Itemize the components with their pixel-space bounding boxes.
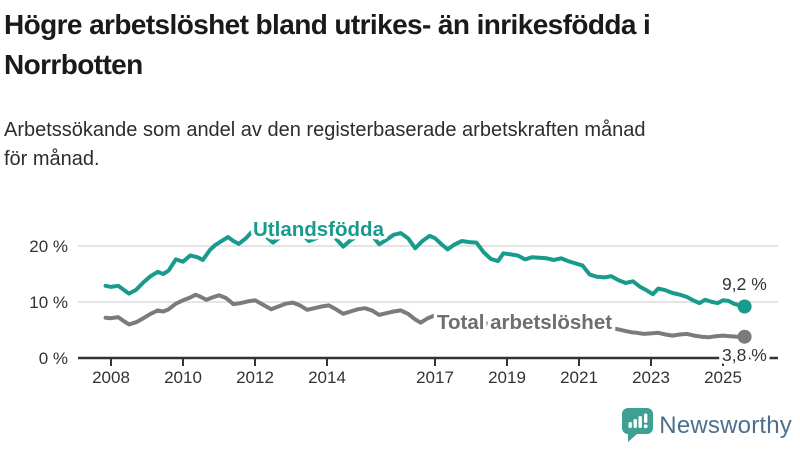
x-tick-label: 2008 bbox=[92, 368, 130, 387]
page-title-line2: Norrbotten bbox=[4, 49, 143, 80]
x-tick-label: 2025 bbox=[704, 368, 742, 387]
bar-3 bbox=[638, 416, 643, 428]
newsworthy-speech-bubble-chart-icon bbox=[622, 408, 654, 442]
line-chart: 2008 2010 2012 2014 2017 2019 2021 2023 2025 0 %… bbox=[29, 215, 778, 387]
y-axis-labels: 0 % 10 % 20 % bbox=[29, 237, 68, 368]
end-dot-utlandsfodda bbox=[737, 299, 752, 314]
series-label-total-arbetsloshet: Total arbetslöshet bbox=[437, 311, 612, 334]
chart-subtitle-line2: för månad. bbox=[4, 148, 100, 170]
page-title: Högre arbetslöshet bland utrikes- än inr… bbox=[4, 5, 651, 85]
y-tick-label: 0 % bbox=[39, 349, 68, 368]
x-tick-label: 2014 bbox=[308, 368, 346, 387]
bar-1 bbox=[628, 422, 633, 428]
end-value-label-total-arbetsloshet: 3,8 % bbox=[722, 345, 767, 365]
exclamation-dot bbox=[644, 424, 648, 429]
y-tick-label: 10 % bbox=[29, 293, 68, 312]
newsworthy-wordmark: Newsworthy bbox=[659, 411, 792, 439]
x-tick-label: 2017 bbox=[416, 368, 454, 387]
series-line-total-arbetsloshet bbox=[103, 292, 747, 340]
speech-bubble-shape bbox=[622, 408, 654, 442]
x-tick-label: 2021 bbox=[560, 368, 598, 387]
y-tick-label: 20 % bbox=[29, 237, 68, 256]
page-title-line1: Högre arbetslöshet bland utrikes- än inr… bbox=[4, 9, 651, 40]
x-tick-label: 2010 bbox=[164, 368, 202, 387]
newsworthy-logo: Newsworthy bbox=[622, 408, 792, 443]
x-axis-ticks: 2008 2010 2012 2014 2017 2019 2021 2023 2025 bbox=[92, 358, 742, 387]
x-tick-label: 2023 bbox=[632, 368, 670, 387]
bar-2 bbox=[633, 419, 638, 428]
x-tick-label: 2012 bbox=[236, 368, 274, 387]
series-label-utlandsfodda: Utlandsfödda bbox=[253, 218, 385, 241]
chart-subtitle-line1: Arbetssökande som andel av den registerb… bbox=[4, 119, 646, 141]
gridlines bbox=[78, 245, 778, 303]
end-value-label-utlandsfodda: 9,2 % bbox=[722, 274, 767, 294]
end-dot-total-arbetsloshet bbox=[737, 329, 752, 344]
series-line-utlandsfodda bbox=[103, 226, 747, 309]
exclamation-stem bbox=[644, 413, 648, 423]
chart-subtitle: Arbetssökande som andel av den registerb… bbox=[4, 116, 646, 174]
x-tick-label: 2019 bbox=[488, 368, 526, 387]
